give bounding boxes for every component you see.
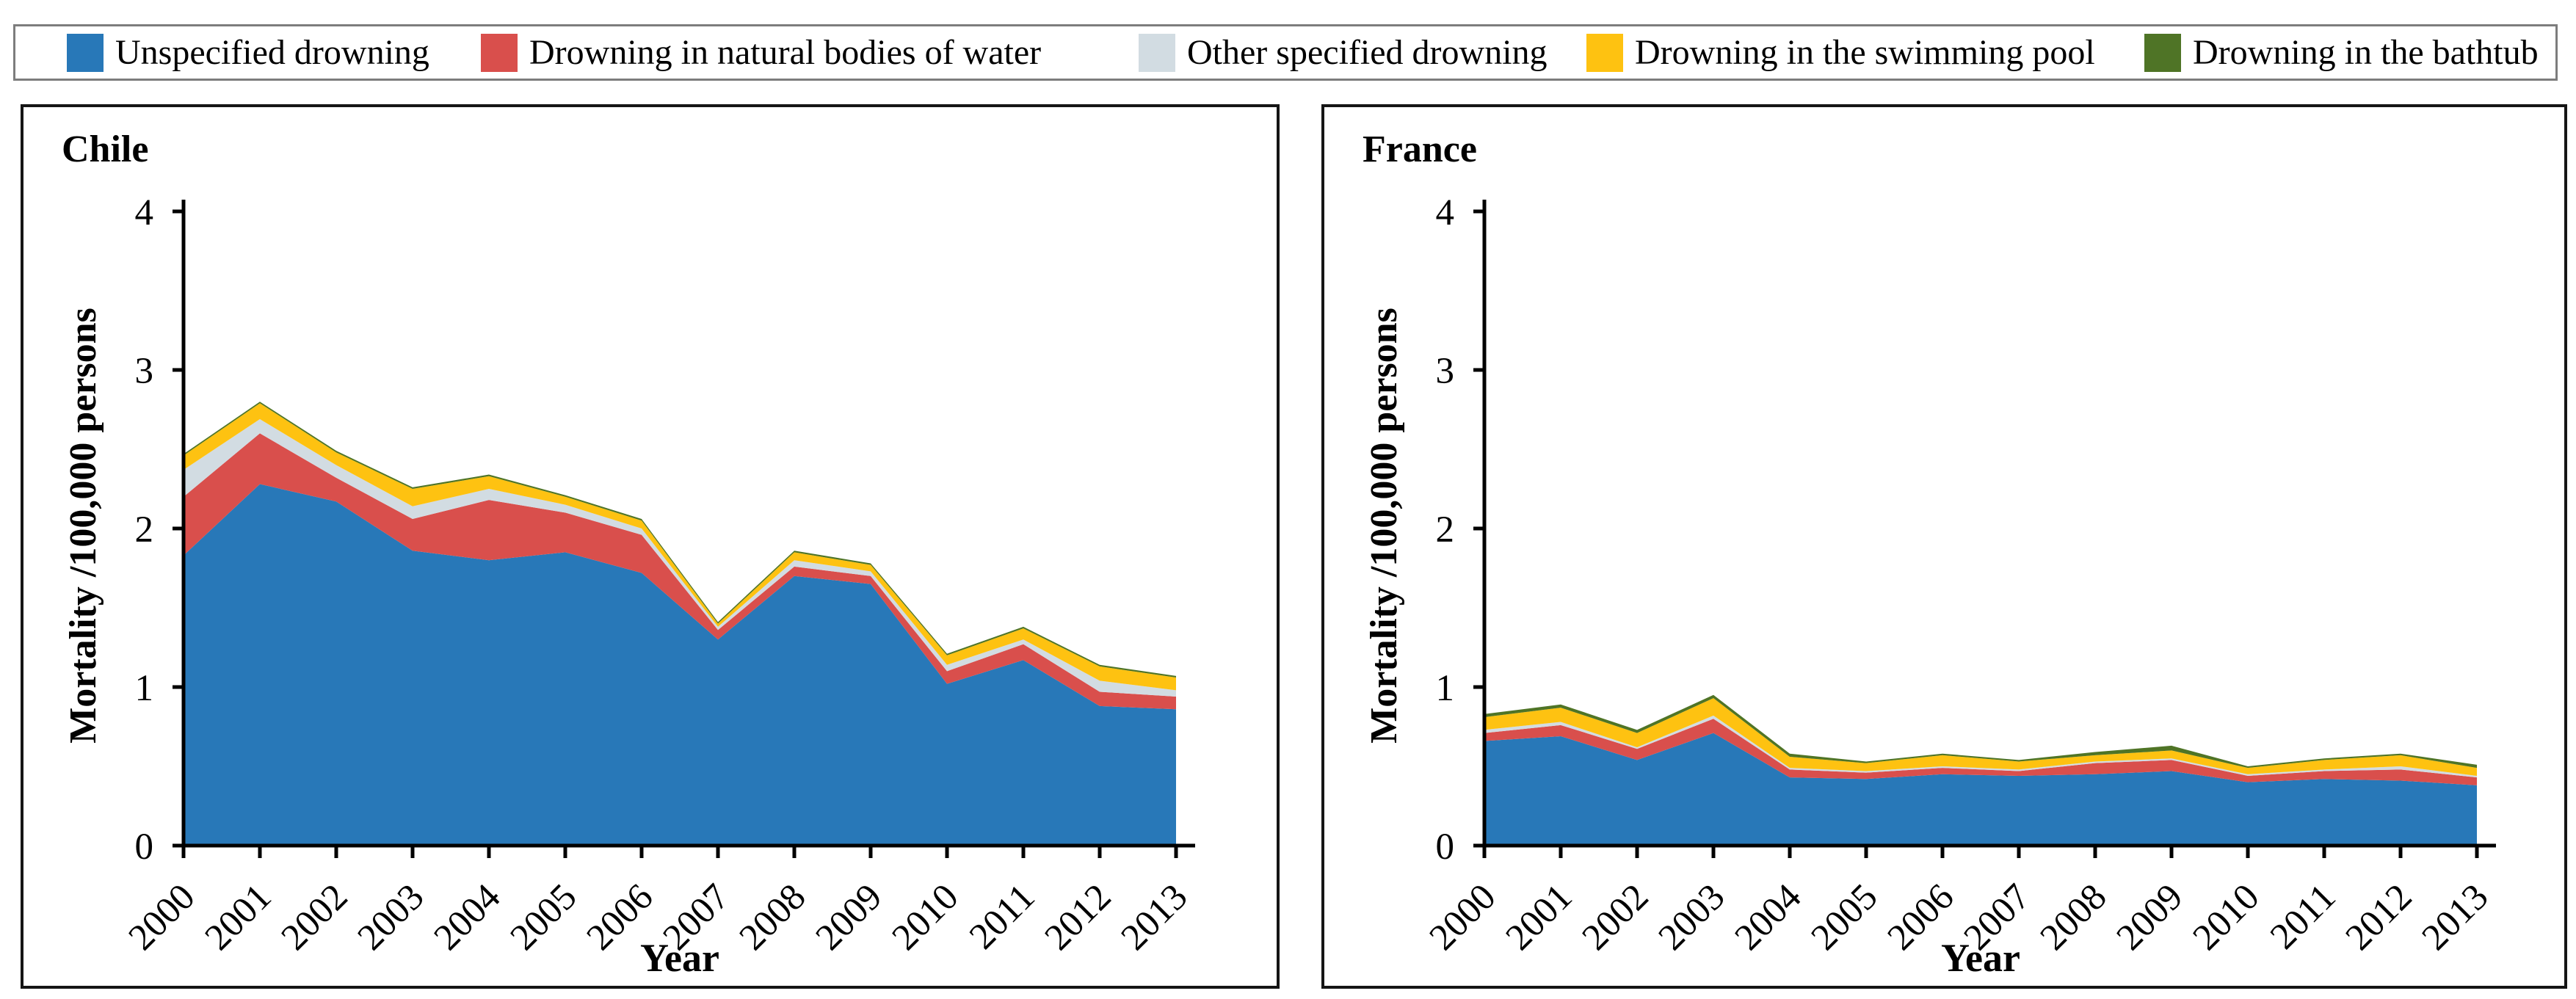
legend-label: Drowning in the bathtub bbox=[2193, 33, 2539, 72]
y-axis-label: Mortality /100,000 persons bbox=[62, 308, 104, 744]
svg-text:2: 2 bbox=[1436, 509, 1455, 551]
bathtub-drowning-swatch-icon bbox=[2144, 33, 2181, 72]
x-axis-label: Year bbox=[640, 936, 719, 980]
swimming-pool-drowning-swatch-icon bbox=[1586, 33, 1623, 72]
legend-item-natural-water: Drowning in natural bodies of water bbox=[481, 26, 1041, 79]
legend-item-swimming-pool: Drowning in the swimming pool bbox=[1586, 26, 2095, 79]
legend: Unspecified drowning Drowning in natural… bbox=[13, 24, 2558, 81]
svg-text:3: 3 bbox=[1436, 351, 1455, 392]
legend-label: Drowning in the swimming pool bbox=[1635, 33, 2095, 72]
other-specified-drowning-swatch-icon bbox=[1139, 33, 1175, 72]
natural-water-drowning-swatch-icon bbox=[481, 33, 518, 72]
svg-text:1: 1 bbox=[135, 668, 154, 709]
legend-label: Unspecified drowning bbox=[115, 33, 429, 72]
y-axis-label: Mortality /100,000 persons bbox=[1363, 308, 1405, 744]
legend-item-other-specified: Other specified drowning bbox=[1139, 26, 1548, 79]
unspecified-drowning-swatch-icon bbox=[67, 33, 104, 72]
legend-label: Drowning in natural bodies of water bbox=[529, 33, 1042, 72]
legend-label: Other specified drowning bbox=[1187, 33, 1548, 72]
chile-stacked-area-chart: 0123420002001200220032004200520062007200… bbox=[121, 192, 1196, 959]
svg-text:3: 3 bbox=[135, 351, 154, 392]
x-axis-label: Year bbox=[1941, 936, 2020, 980]
svg-text:2: 2 bbox=[135, 509, 154, 551]
legend-item-unspecified: Unspecified drowning bbox=[67, 26, 429, 79]
svg-text:1: 1 bbox=[1436, 668, 1455, 709]
chart-title-france: France bbox=[1363, 128, 1477, 170]
legend-item-bathtub: Drowning in the bathtub bbox=[2144, 26, 2539, 79]
chart-panel-france: 0 1 2 3 4 2000 2001 2002 2003 2004 2005 2006 2007 200… bbox=[1321, 104, 2567, 989]
svg-text:4: 4 bbox=[135, 192, 154, 233]
france-stacked-area-chart: 0123420002001200220032004200520062007200… bbox=[1422, 192, 2497, 959]
chart-title-chile: Chile bbox=[62, 128, 149, 170]
svg-text:0: 0 bbox=[135, 827, 154, 868]
svg-text:0: 0 bbox=[1436, 827, 1455, 868]
chart-panel-chile: 0 1 2 3 4 2000 2001 2002 2003 2004 2005 2006 2007 200… bbox=[21, 104, 1280, 989]
svg-text:4: 4 bbox=[1436, 192, 1455, 233]
